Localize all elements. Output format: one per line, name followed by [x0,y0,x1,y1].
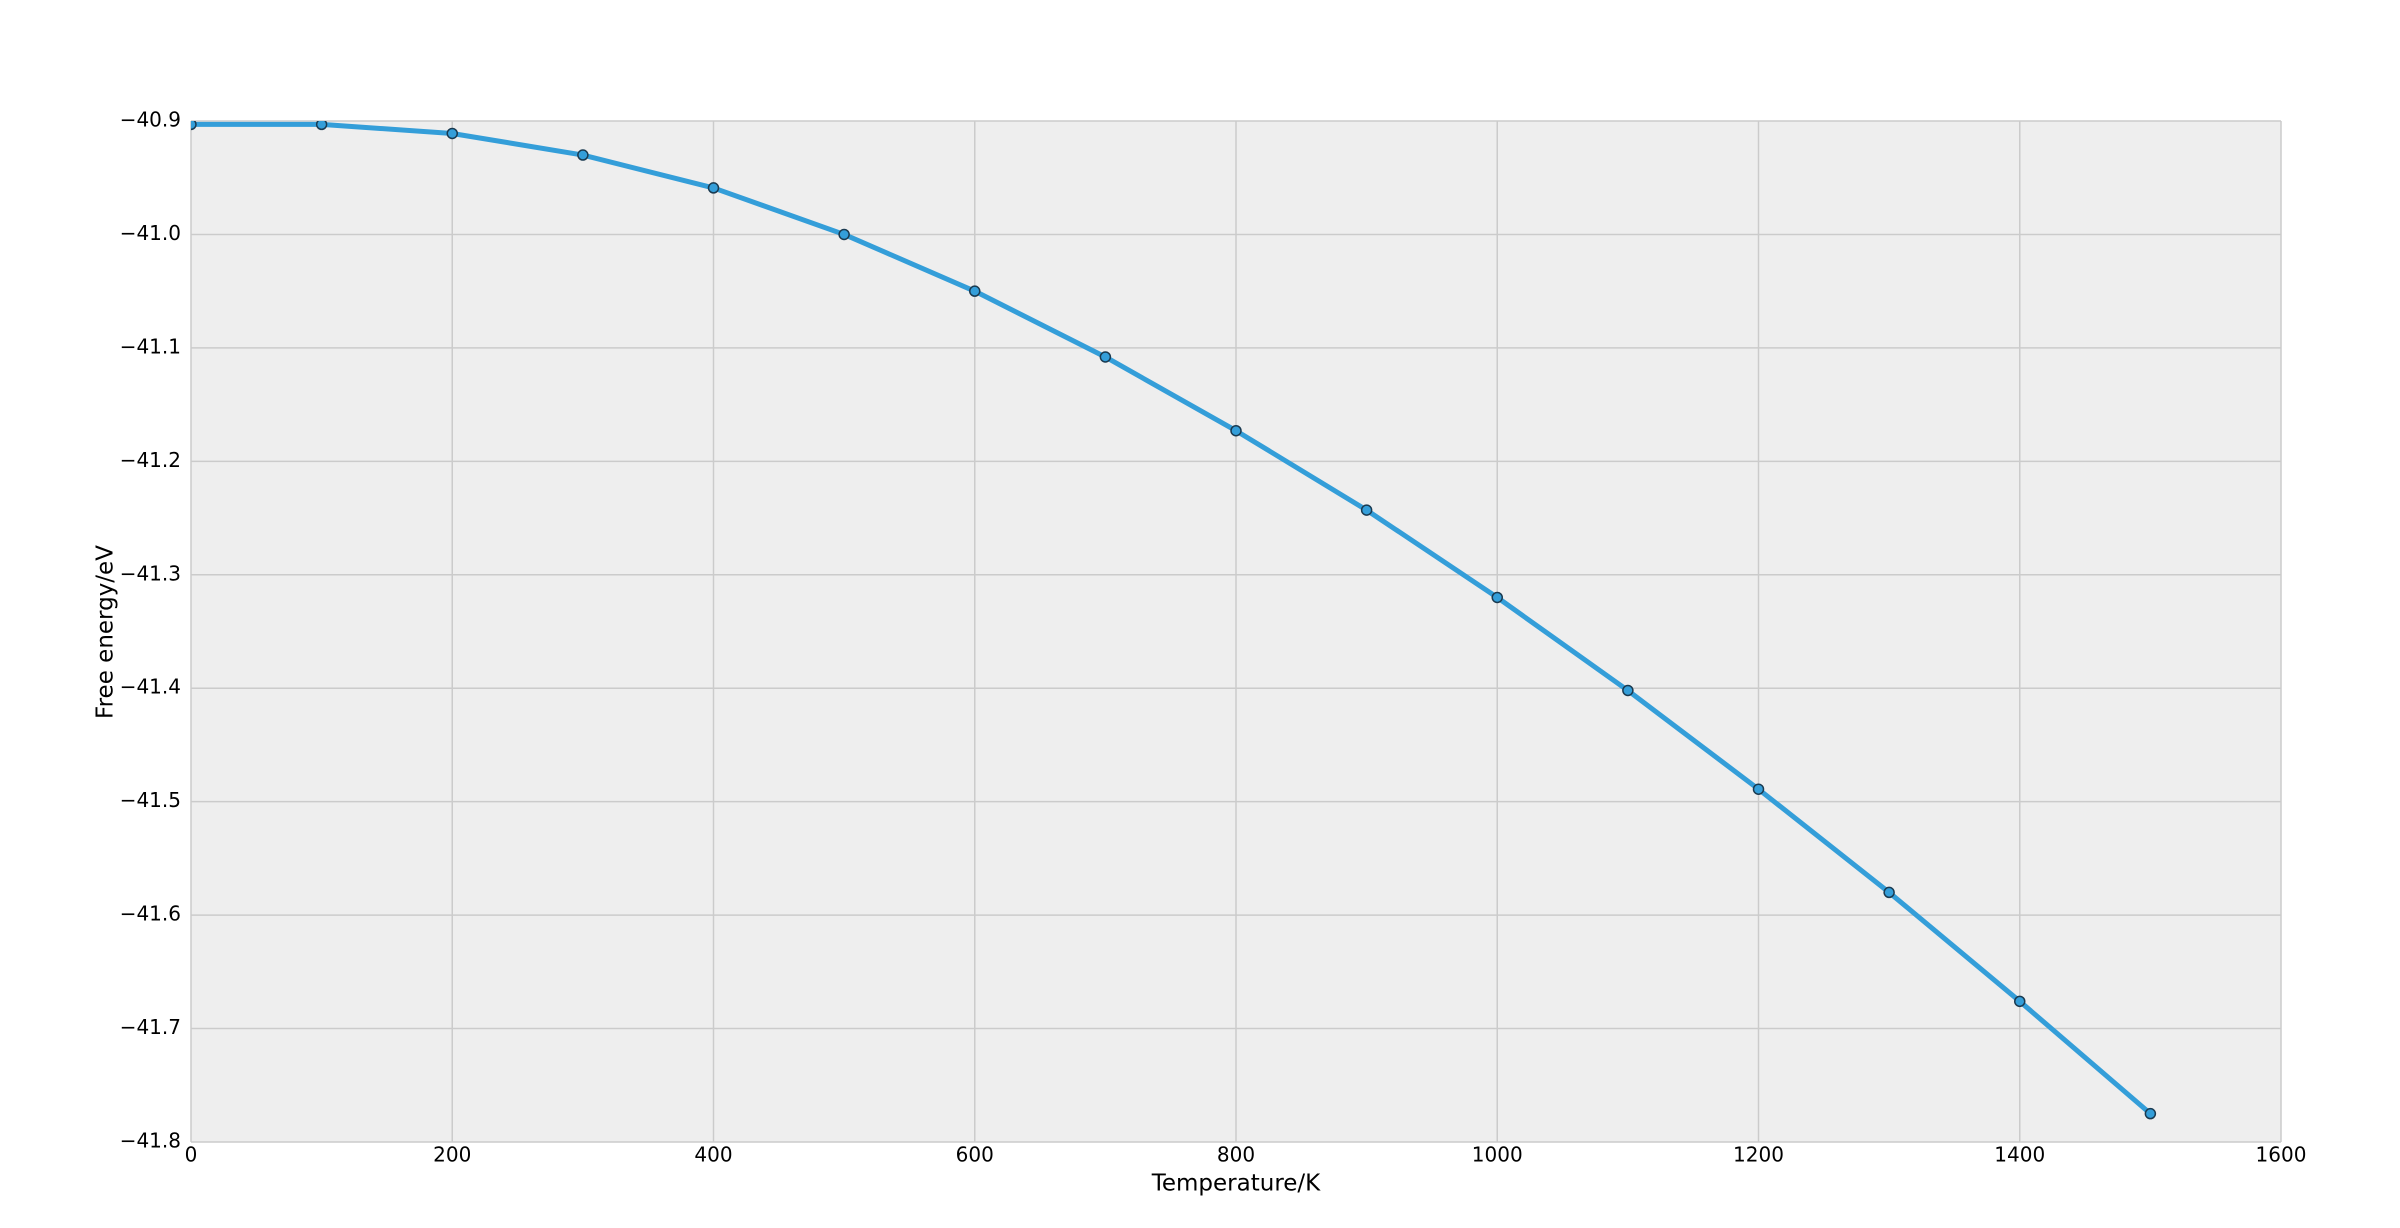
plot [191,121,2157,1120]
data-point [577,149,589,161]
data-point [446,127,458,140]
y-tick-label: −41.8 [120,1129,181,1153]
x-tick-label: 1200 [1733,1143,1784,1167]
data-point [191,121,197,131]
grid [190,120,2282,1143]
data-point [2014,995,2026,1008]
y-tick-label: −41.5 [120,788,181,812]
y-tick-label: −41.2 [120,448,181,472]
data-point [838,228,850,241]
x-tick-label: 1400 [1994,1143,2045,1167]
y-tick-label: −41.7 [120,1015,181,1039]
data-point [1622,684,1634,697]
x-tick-label: 600 [956,1143,994,1167]
data-point [1491,591,1503,604]
x-tick-label: 0 [185,1143,198,1167]
data-point [1360,504,1373,516]
ticks: −41.8 −41.7 −41.6 −41.5 −41.4 −41.3 −41.2 −41.1… [120,108,2307,1167]
y-tick-label: −41.0 [120,221,181,245]
data-point [707,182,720,194]
y-axis-label: Free energy/eV [93,545,119,719]
x-tick-label: 800 [1217,1143,1255,1167]
y-tick-label: −40.9 [120,108,181,132]
x-tick-label: 200 [433,1143,471,1167]
data-point [969,285,981,297]
x-tick-label: 1600 [2256,1143,2307,1167]
data-point [1883,886,1895,899]
x-tick-label: 400 [694,1143,732,1167]
y-tick-label: −41.4 [120,675,181,699]
data-line [191,121,2153,1116]
y-tick-label: −41.3 [120,561,181,585]
y-tick-label: −41.1 [120,334,181,358]
x-axis-label: Temperature/K [1151,1171,1321,1197]
data-point [1230,424,1242,437]
y-tick-label: −41.6 [120,902,181,926]
data-point [1752,783,1765,795]
x-tick-label: 1000 [1472,1143,1523,1167]
data-point [315,121,328,131]
data-point [2144,1107,2157,1120]
data-point [1099,351,1112,363]
